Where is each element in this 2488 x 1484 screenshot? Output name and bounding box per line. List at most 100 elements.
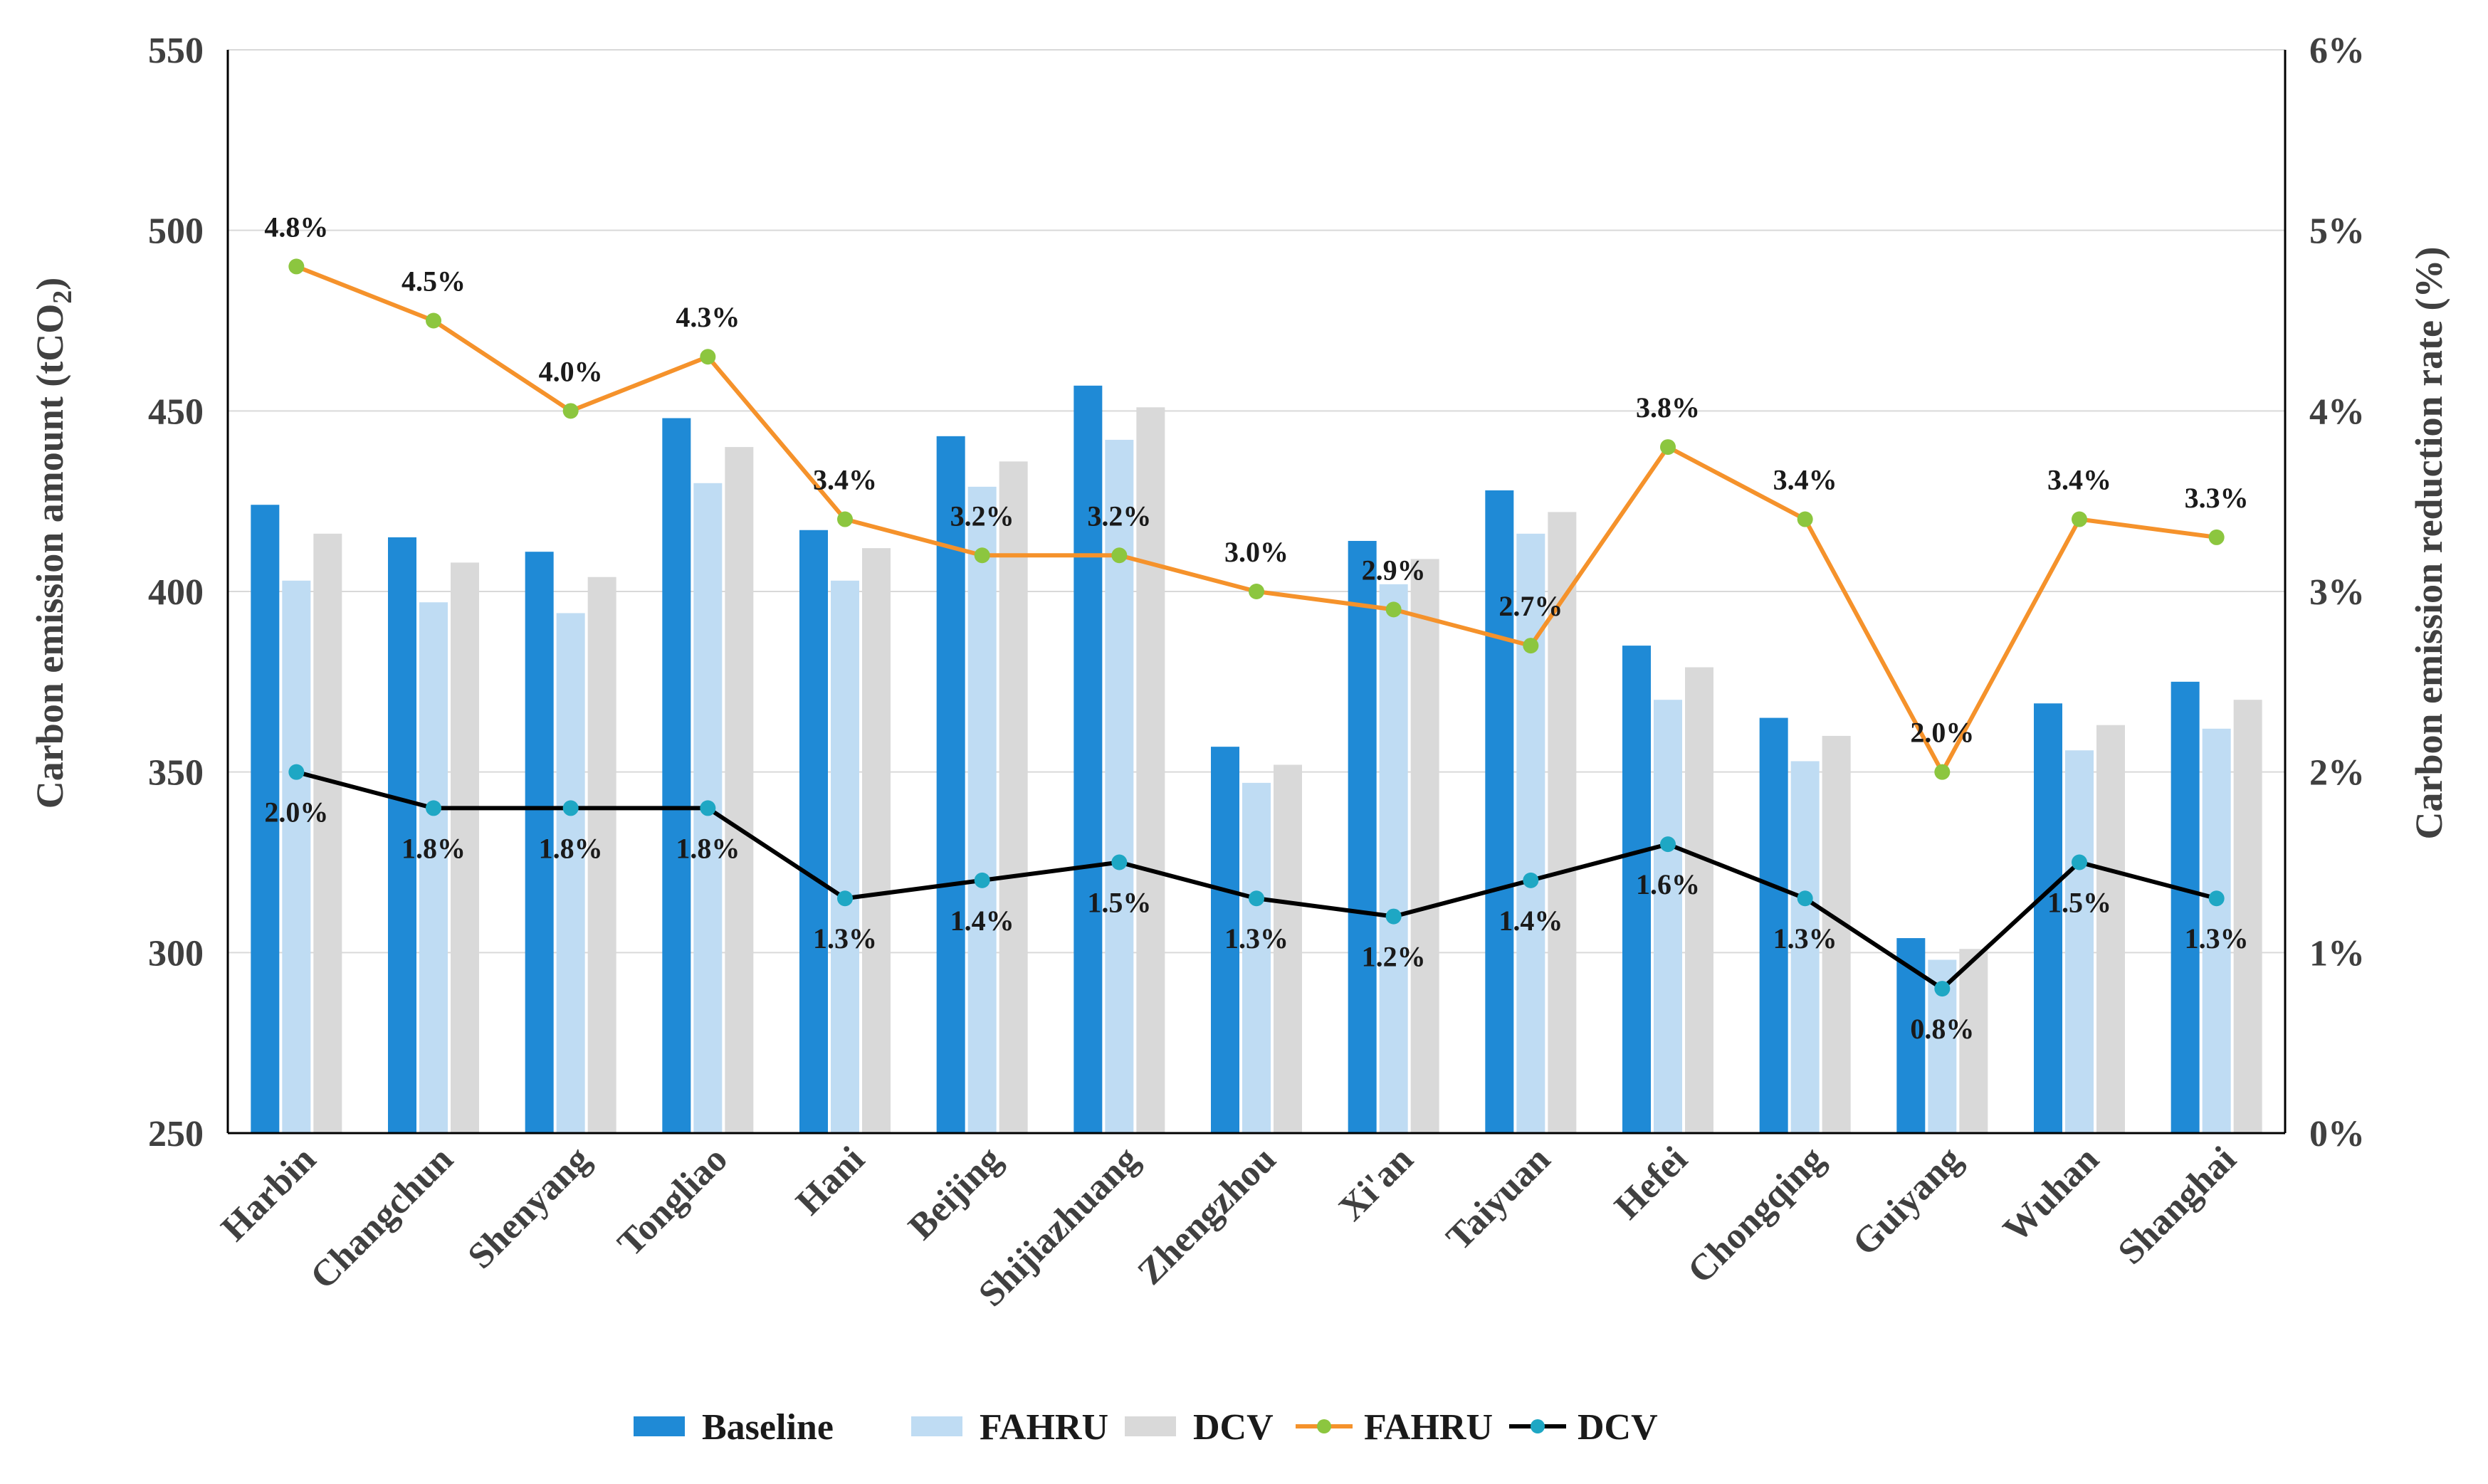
data-label-dcv-8: 1.2% [1362,941,1426,973]
bar-dcv-2 [587,577,616,1133]
y-axis-title: Carbon emission amount (tCO2) [28,278,78,809]
bar-dcv-12 [1959,949,1988,1133]
data-label-dcv-0: 2.0% [264,796,328,828]
bar-dcv-3 [725,447,754,1133]
x-tick-label: Tongliao [610,1139,735,1264]
bar-fahru-8 [1379,584,1408,1133]
y2-tick-label: 4% [2309,391,2365,432]
y-tick-label: 350 [148,753,204,794]
point-dcv-12 [1934,981,1951,997]
x-tick-label: Hani [789,1139,873,1223]
data-label-fahru-2: 4.0% [539,355,603,387]
y-tick-label: 400 [148,572,204,613]
data-label-fahru-3: 4.3% [676,301,740,333]
bar-baseline-10 [1622,646,1651,1133]
x-tick-label: Guiyang [1845,1139,1970,1263]
data-label-fahru-4: 3.4% [813,464,877,496]
data-label-fahru-10: 3.8% [1636,391,1700,423]
data-label-dcv-14: 1.3% [2185,922,2249,954]
bar-dcv-4 [862,548,891,1133]
point-dcv-8 [1385,908,1402,925]
bar-dcv-0 [313,533,342,1133]
bar-fahru-2 [556,613,585,1133]
point-dcv-11 [1797,890,1813,907]
legend-label-fahru: FAHRU [980,1407,1108,1448]
data-label-fahru-6: 3.2% [1087,500,1151,532]
y2-tick-label: 0% [2309,1114,2365,1154]
bar-baseline-2 [525,552,554,1133]
data-label-fahru-5: 3.2% [950,500,1014,532]
y2-tick-label: 3% [2309,572,2365,613]
bar-fahru-6 [1105,439,1134,1133]
x-tick-label: Changchun [303,1139,461,1297]
point-fahru-0 [288,258,305,275]
point-dcv-5 [974,872,990,888]
x-tick-label: Harbin [214,1139,324,1249]
x-tick-label: Shanghai [2111,1139,2244,1272]
bar-dcv-7 [1274,764,1302,1133]
y-tick-label: 300 [148,933,204,974]
y2-tick-label: 2% [2309,753,2365,794]
bar-baseline-7 [1211,747,1239,1133]
point-dcv-14 [2208,890,2225,907]
bar-dcv-5 [999,461,1028,1133]
data-label-dcv-2: 1.8% [539,832,603,864]
x-tick-label: Shenyang [461,1139,599,1277]
y-axis-title-close: ) [28,278,71,290]
point-dcv-4 [837,890,853,907]
bar-fahru-1 [419,602,448,1133]
point-dcv-6 [1111,854,1128,870]
point-fahru-13 [2072,511,2087,527]
point-dcv-10 [1660,836,1676,853]
point-dcv-2 [562,800,579,816]
bar-dcv-11 [1822,735,1851,1133]
line-series [288,258,2225,997]
point-dcv-13 [2072,854,2087,870]
point-dcv-3 [700,800,716,816]
legend-label-dcv: DCV [1578,1407,1658,1448]
bar-dcv-13 [2096,725,2125,1133]
point-fahru-2 [562,403,579,419]
data-label-fahru-12: 2.0% [1910,717,1974,749]
point-fahru-10 [1660,439,1676,456]
bar-fahru-0 [282,580,311,1133]
data-labels: 4.8% 4.5% 4.0% 4.3% 3.4% 3.2% 3.2% 3.0% 2.9% 2.7%… [264,211,2248,1045]
legend-label-dcv: DCV [1193,1407,1274,1448]
point-dcv-0 [288,764,305,780]
point-fahru-8 [1385,601,1402,618]
point-fahru-4 [837,511,853,527]
point-dcv-9 [1523,872,1539,888]
x-tick-label: Chongqing [1680,1139,1832,1291]
data-label-dcv-12: 0.8% [1910,1013,1974,1045]
data-label-dcv-13: 1.5% [2047,887,2111,919]
point-fahru-12 [1934,764,1951,780]
data-label-fahru-0: 4.8% [264,211,328,243]
bar-series [251,385,2262,1133]
bar-fahru-9 [1516,533,1545,1133]
x-tick-label: Zhengzhou [1130,1139,1284,1293]
data-label-fahru-7: 3.0% [1224,536,1288,568]
bar-dcv-8 [1410,559,1439,1133]
x-tick-label: Wuhan [1995,1139,2106,1250]
bar-baseline-4 [799,530,828,1133]
y-tick-label: 550 [148,31,204,71]
legend: Baseline FAHRU DCV FAHRU DCV [634,1407,1658,1448]
data-label-dcv-9: 1.4% [1498,905,1563,937]
legend-marker-fahru [1317,1419,1331,1433]
bar-fahru-10 [1654,700,1682,1133]
data-label-dcv-6: 1.5% [1087,887,1151,919]
y2-axis-title: Carbon emission reduction rate (%) [2408,247,2450,840]
data-label-fahru-13: 3.4% [2047,464,2111,496]
point-fahru-11 [1797,511,1813,527]
point-dcv-1 [426,800,441,816]
y2-tick-label: 1% [2309,933,2365,974]
bar-dcv-10 [1685,667,1713,1133]
y-axis-title-main: Carbon emission amount (tCO [28,304,71,809]
y-tick-label: 450 [148,391,204,432]
bar-fahru-13 [2065,750,2094,1133]
data-label-fahru-11: 3.4% [1773,464,1837,496]
legend-label-fahru: FAHRU [1364,1407,1493,1448]
bar-baseline-14 [2171,681,2200,1133]
bar-fahru-5 [967,486,997,1133]
